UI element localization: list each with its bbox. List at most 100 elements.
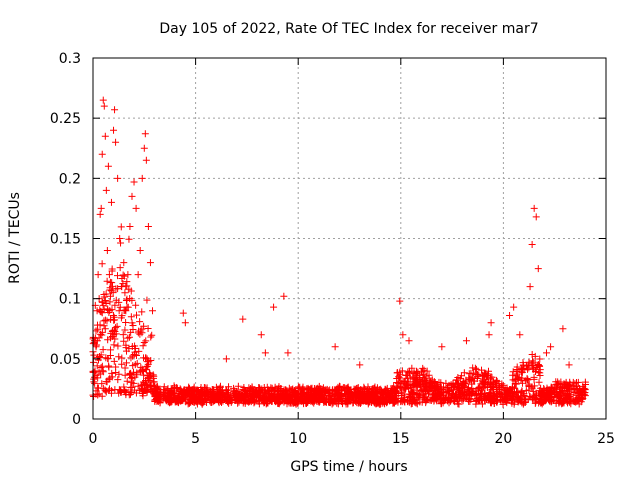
data-marker	[437, 400, 445, 408]
data-marker	[290, 389, 298, 397]
data-marker	[123, 377, 131, 385]
data-marker	[144, 360, 152, 368]
data-marker	[523, 375, 531, 383]
data-marker	[247, 394, 255, 402]
data-marker	[420, 385, 428, 393]
data-marker	[235, 398, 243, 406]
data-marker	[121, 326, 129, 334]
data-marker	[120, 272, 128, 280]
data-marker	[405, 390, 413, 398]
data-marker	[92, 327, 100, 335]
data-marker	[332, 386, 340, 394]
data-marker	[408, 399, 416, 407]
data-marker	[121, 364, 129, 372]
data-marker	[90, 378, 98, 386]
data-marker	[522, 387, 530, 395]
data-marker	[365, 386, 373, 394]
data-marker	[413, 382, 421, 390]
data-marker	[482, 373, 490, 381]
data-marker	[299, 394, 307, 402]
data-marker	[465, 397, 473, 405]
data-marker	[535, 378, 543, 386]
data-marker	[125, 370, 133, 378]
data-marker	[265, 390, 273, 398]
data-marker	[542, 349, 550, 357]
data-marker	[116, 387, 124, 395]
data-marker	[434, 388, 442, 396]
data-marker	[139, 386, 147, 394]
data-marker	[559, 397, 567, 405]
data-marker	[548, 383, 556, 391]
data-marker	[360, 391, 368, 399]
data-marker	[127, 354, 135, 362]
data-marker	[134, 271, 142, 279]
data-marker	[356, 386, 364, 394]
data-marker	[460, 369, 468, 377]
data-marker	[260, 395, 268, 403]
data-marker	[455, 394, 463, 402]
data-marker	[125, 285, 133, 293]
data-marker	[422, 390, 430, 398]
y-tick-label: 0.25	[50, 111, 81, 127]
data-marker	[92, 390, 100, 398]
data-marker	[103, 247, 111, 255]
data-marker	[534, 361, 542, 369]
data-marker	[406, 374, 414, 382]
data-marker	[557, 378, 565, 386]
data-marker	[107, 287, 115, 295]
data-marker	[144, 374, 152, 382]
data-marker	[277, 384, 285, 392]
data-marker	[513, 370, 521, 378]
data-marker	[342, 397, 350, 405]
data-marker	[478, 377, 486, 385]
data-marker	[160, 383, 168, 391]
x-tick-label: 25	[597, 431, 615, 447]
data-marker	[129, 352, 137, 360]
data-marker	[230, 390, 238, 398]
data-marker	[146, 370, 154, 378]
data-marker	[517, 368, 525, 376]
data-marker	[115, 386, 123, 394]
data-marker	[398, 367, 406, 375]
data-marker	[122, 318, 130, 326]
data-marker	[498, 391, 506, 399]
data-marker	[442, 379, 450, 387]
data-marker	[134, 382, 142, 390]
data-marker	[426, 379, 434, 387]
data-markers	[89, 96, 589, 408]
data-marker	[222, 355, 230, 363]
data-marker	[128, 388, 136, 396]
data-marker	[431, 390, 439, 398]
data-marker	[117, 223, 125, 231]
data-marker	[136, 387, 144, 395]
data-marker	[503, 392, 511, 400]
data-marker	[282, 386, 290, 394]
data-marker	[146, 259, 154, 267]
data-marker	[132, 301, 140, 309]
y-tick-label: 0	[72, 412, 81, 428]
data-marker	[110, 331, 118, 339]
data-marker	[111, 106, 119, 114]
data-marker	[218, 386, 226, 394]
data-marker	[129, 325, 137, 333]
data-marker	[373, 389, 381, 397]
data-marker	[114, 174, 122, 182]
axis-ticks: 0 5 10 15 20 25 0 0.05 0.1 0.15 0.2 0.25 0.3	[50, 51, 615, 447]
data-marker	[118, 360, 126, 368]
data-marker	[542, 391, 550, 399]
x-tick-label: 10	[289, 431, 307, 447]
data-marker	[463, 391, 471, 399]
data-marker	[486, 375, 494, 383]
data-marker	[91, 379, 99, 387]
data-marker	[99, 346, 107, 354]
data-marker	[397, 377, 405, 385]
data-marker	[279, 391, 287, 399]
data-marker	[294, 390, 302, 398]
data-marker	[133, 359, 141, 367]
data-marker	[286, 392, 294, 400]
data-marker	[255, 394, 263, 402]
data-marker	[491, 392, 499, 400]
data-marker	[179, 309, 187, 317]
data-marker	[576, 388, 584, 396]
data-marker	[564, 389, 572, 397]
